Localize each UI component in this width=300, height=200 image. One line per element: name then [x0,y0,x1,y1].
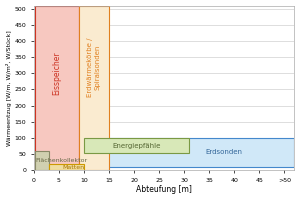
Bar [84,138,189,153]
Bar [79,6,109,170]
Text: Eisspeicher: Eisspeicher [52,51,61,95]
Y-axis label: Wärmeentzug [W/m, W/m², W/Stück]: Wärmeentzug [W/m, W/m², W/Stück] [6,30,12,146]
Bar [35,151,49,170]
Text: Matten: Matten [63,165,85,170]
X-axis label: Abteufung [m]: Abteufung [m] [136,185,192,194]
Bar [35,6,79,170]
Text: Erdsonden: Erdsonden [206,149,243,155]
Text: Erdwärmekörbe /
Spiralsonden: Erdwärmekörbe / Spiralsonden [87,37,101,97]
Text: Energiepfähle: Energiepfähle [112,143,161,149]
Text: Flächenkollektor: Flächenkollektor [35,158,87,163]
Bar [84,138,294,167]
Bar [49,164,84,170]
